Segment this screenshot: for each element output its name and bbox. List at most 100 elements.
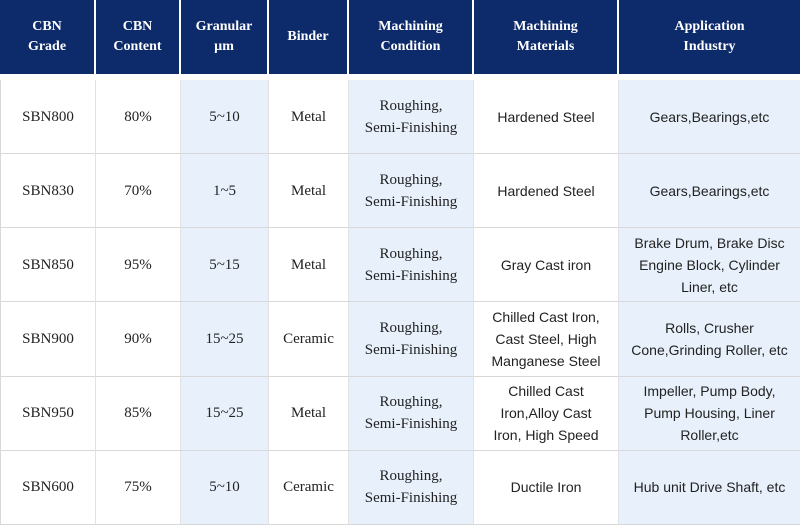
cell-text: Impeller, Pump Body, [643, 383, 776, 400]
header-spacer [0, 74, 800, 80]
header-text: Application [674, 19, 745, 34]
cell-cbn-grade: SBN850 [0, 228, 96, 303]
cell-text: Semi-Finishing [364, 119, 458, 136]
header-text: Machining [513, 19, 578, 34]
cell-text: Semi-Finishing [364, 267, 458, 284]
cell-text: 90% [124, 331, 152, 348]
header-machining-materials: Machining Materials [474, 0, 619, 74]
table-body: SBN800 80% 5~10 Metal Roughing, Semi-Finishin… [0, 74, 800, 525]
cell-text: Iron, High Speed [493, 427, 599, 444]
header-text: Industry [683, 39, 736, 54]
cell-granular: 15~25 [181, 302, 269, 377]
cell-machining-condition: Roughing, Semi-Finishing [349, 450, 474, 525]
cell-text: Iron,Alloy Cast [500, 405, 592, 422]
cell-text: SBN600 [22, 479, 74, 496]
cell-machining-materials: Ductile Iron [474, 450, 619, 525]
cell-application-industry: Rolls, Crusher Cone,Grinding Roller, etc [619, 302, 800, 377]
cell-binder: Ceramic [269, 450, 349, 525]
cell-text: 70% [124, 182, 152, 199]
cell-machining-condition: Roughing, Semi-Finishing [349, 154, 474, 229]
cell-text: Hardened Steel [497, 182, 595, 199]
cell-text: Cone,Grinding Roller, etc [631, 342, 788, 359]
cell-text: Roughing, [379, 245, 443, 262]
cell-text: Roughing, [379, 394, 443, 411]
cell-text: Ceramic [283, 331, 334, 348]
header-text: Materials [516, 39, 575, 54]
cell-text: Semi-Finishing [364, 342, 458, 359]
cell-text: Gray Cast iron [500, 256, 592, 273]
cell-text: 85% [124, 405, 152, 422]
cell-application-industry: Impeller, Pump Body, Pump Housing, Liner R… [619, 376, 800, 451]
cell-text: Engine Block, Cylinder [639, 256, 780, 273]
cell-granular: 15~25 [181, 376, 269, 451]
cell-text: Roughing, [379, 171, 443, 188]
cell-text: Gears,Bearings,etc [649, 182, 770, 199]
cell-text: 15~25 [205, 331, 244, 348]
cell-text: 5~10 [209, 479, 240, 496]
cell-cbn-grade: SBN600 [0, 450, 96, 525]
header-text: Grade [27, 39, 67, 54]
cell-cbn-grade: SBN800 [0, 80, 96, 155]
header-application-industry: Application Industry [619, 0, 800, 74]
cell-text: Ductile Iron [510, 479, 582, 496]
cell-text: Chilled Cast [508, 383, 584, 400]
cell-text: Metal [291, 256, 326, 273]
cell-text: 80% [124, 108, 152, 125]
cell-machining-condition: Roughing, Semi-Finishing [349, 80, 474, 155]
cell-machining-materials: Chilled Cast Iron, Cast Steel, High Mangan… [474, 302, 619, 377]
cell-text: Semi-Finishing [364, 416, 458, 433]
table-row: SBN900 90% 15~25 Ceramic Roughing, Semi-Finis… [0, 302, 800, 377]
header-text: µm [214, 39, 234, 54]
cell-cbn-content: 70% [96, 154, 181, 229]
header-text: Content [113, 39, 162, 54]
table-row: SBN950 85% 15~25 Metal Roughing, Semi-Finishi… [0, 376, 800, 451]
cell-text: Manganese Steel [491, 353, 601, 370]
table-header-row: CBN Grade CBN Content Granular µm Binder Machin… [0, 0, 800, 74]
cell-text: Roughing, [379, 320, 443, 337]
header-text: Granular [195, 19, 253, 34]
cell-text: Semi-Finishing [364, 490, 458, 507]
cell-cbn-grade: SBN950 [0, 376, 96, 451]
header-granular: Granular µm [181, 0, 269, 74]
cell-text: Brake Drum, Brake Disc [634, 234, 785, 251]
cell-application-industry: Gears,Bearings,etc [619, 154, 800, 229]
header-cbn-content: CBN Content [96, 0, 181, 74]
cell-text: 75% [124, 479, 152, 496]
cell-cbn-content: 85% [96, 376, 181, 451]
cell-machining-condition: Roughing, Semi-Finishing [349, 376, 474, 451]
header-text: CBN [32, 19, 62, 34]
cell-text: Hub unit Drive Shaft, etc [633, 479, 786, 496]
cell-binder: Metal [269, 376, 349, 451]
cell-text: Roughing, [379, 468, 443, 485]
cell-cbn-content: 80% [96, 80, 181, 155]
cell-text: SBN950 [22, 405, 74, 422]
cell-machining-materials: Hardened Steel [474, 154, 619, 229]
cell-text: Pump Housing, Liner [644, 405, 775, 422]
cell-cbn-content: 90% [96, 302, 181, 377]
cell-granular: 1~5 [181, 154, 269, 229]
cell-application-industry: Gears,Bearings,etc [619, 80, 800, 155]
cell-granular: 5~15 [181, 228, 269, 303]
header-text: CBN [122, 19, 153, 34]
cell-machining-materials: Hardened Steel [474, 80, 619, 155]
cell-machining-condition: Roughing, Semi-Finishing [349, 302, 474, 377]
cell-cbn-content: 95% [96, 228, 181, 303]
cell-text: SBN830 [22, 182, 74, 199]
cell-machining-materials: Chilled Cast Iron,Alloy Cast Iron, High Sp… [474, 376, 619, 451]
cell-machining-condition: Roughing, Semi-Finishing [349, 228, 474, 303]
header-text: Machining [378, 19, 443, 34]
cell-granular: 5~10 [181, 80, 269, 155]
cell-text: SBN850 [22, 256, 74, 273]
cell-text: Chilled Cast Iron, [492, 309, 600, 326]
cell-text: Hardened Steel [497, 108, 595, 125]
header-text: Condition [380, 39, 441, 54]
header-binder: Binder [269, 0, 349, 74]
cell-application-industry: Hub unit Drive Shaft, etc [619, 450, 800, 525]
cell-text: Cast Steel, High [495, 331, 597, 348]
cell-text: Gears,Bearings,etc [649, 108, 770, 125]
cell-text: Semi-Finishing [364, 193, 458, 210]
header-machining-condition: Machining Condition [349, 0, 474, 74]
table-row: SBN830 70% 1~5 Metal Roughing, Semi-Finishing… [0, 154, 800, 229]
cell-text: Metal [291, 182, 326, 199]
